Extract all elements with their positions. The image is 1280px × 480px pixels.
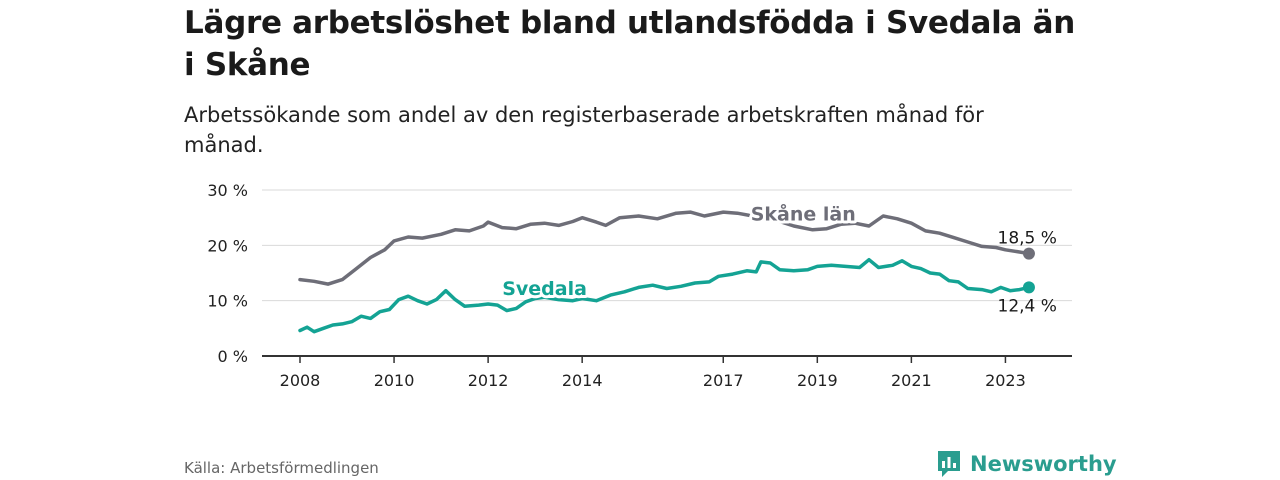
- chart-title: Lägre arbetslöshet bland utlandsfödda i …: [184, 5, 1075, 83]
- series-line-skane: [298, 210, 1031, 286]
- y-tick-label: 30 %: [207, 181, 248, 200]
- series-label-skane: Skåne län: [751, 201, 856, 225]
- end-label-skane: 18,5 %: [998, 229, 1057, 249]
- series-line-svedala: [298, 257, 1031, 334]
- brand-logo: Newsworthy: [936, 448, 1117, 480]
- x-tick-label: 2008: [280, 371, 321, 390]
- chart-subtitle: Arbetssökande som andel av den registerb…: [184, 103, 984, 157]
- x-tick-label: 2010: [374, 371, 415, 390]
- series-end-point-skane: [1022, 247, 1035, 260]
- y-tick-label: 20 %: [207, 236, 248, 255]
- newsworthy-logo-icon: [938, 451, 960, 477]
- x-tick-label: 2023: [985, 371, 1026, 390]
- x-tick-label: 2014: [562, 371, 603, 390]
- x-tick-label: 2019: [797, 371, 838, 390]
- y-tick-label: 0 %: [218, 347, 248, 366]
- series-end-point-svedala: [1022, 281, 1035, 294]
- end-label-svedala: 12,4 %: [998, 296, 1057, 316]
- y-tick-label: 10 %: [207, 292, 248, 311]
- series-label-svedala: Svedala: [502, 278, 587, 300]
- x-tick-label: 2012: [468, 371, 509, 390]
- source-note: Källa: Arbetsförmedlingen: [184, 459, 379, 477]
- x-tick-label: 2021: [891, 371, 932, 390]
- brand-name: Newsworthy: [970, 452, 1117, 476]
- x-tick-label: 2017: [703, 371, 744, 390]
